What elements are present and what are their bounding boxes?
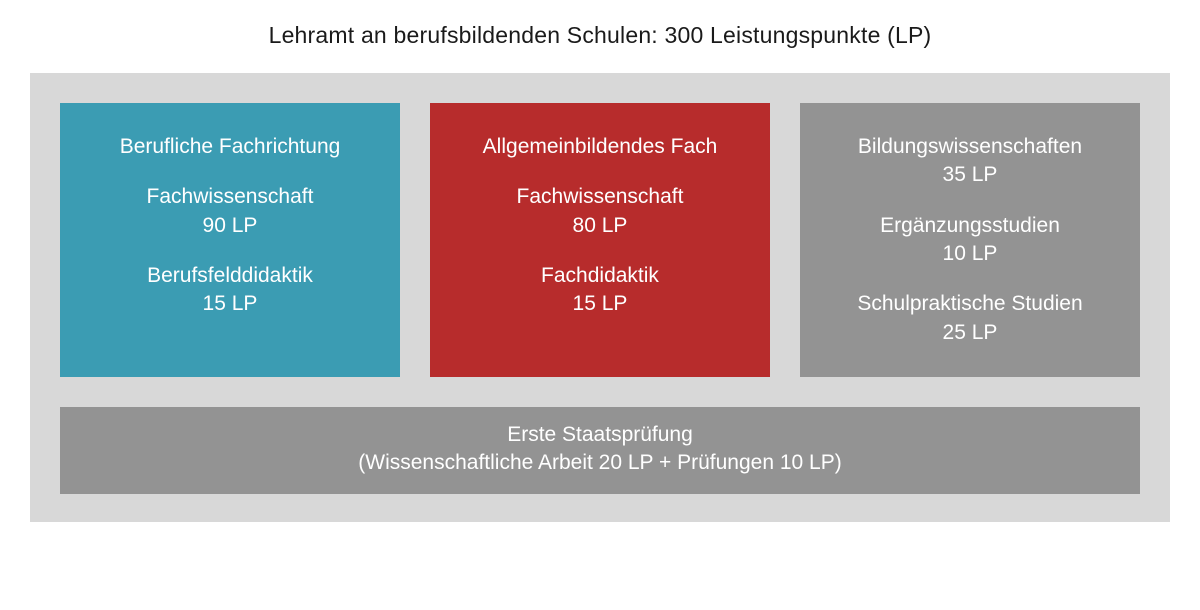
item-lp: 35 LP xyxy=(816,161,1124,189)
item-label: Fachwissenschaft xyxy=(446,183,754,211)
exam-bar: Erste Staatsprüfung (Wissenschaftliche A… xyxy=(60,407,1140,494)
box-item: Berufsfelddidaktik 15 LP xyxy=(76,262,384,319)
box-heading: Berufliche Fachrichtung xyxy=(76,133,384,161)
page-title: Lehramt an berufsbildenden Schulen: 300 … xyxy=(0,0,1200,73)
item-lp: 90 LP xyxy=(76,212,384,240)
box-item: Bildungswissenschaften 35 LP xyxy=(816,133,1124,190)
item-lp: 15 LP xyxy=(446,290,754,318)
item-lp: 80 LP xyxy=(446,212,754,240)
box-allgemeinbildendes-fach: Allgemeinbildendes Fach Fachwissenschaft… xyxy=(430,103,770,377)
item-label: Bildungswissenschaften xyxy=(816,133,1124,161)
item-label: Schulpraktische Studien xyxy=(816,290,1124,318)
box-item: Fachdidaktik 15 LP xyxy=(446,262,754,319)
item-lp: 15 LP xyxy=(76,290,384,318)
box-item: Fachwissenschaft 90 LP xyxy=(76,183,384,240)
item-label: Fachdidaktik xyxy=(446,262,754,290)
box-item: Fachwissenschaft 80 LP xyxy=(446,183,754,240)
boxes-row: Berufliche Fachrichtung Fachwissenschaft… xyxy=(60,103,1140,377)
diagram-container: Berufliche Fachrichtung Fachwissenschaft… xyxy=(30,73,1170,522)
box-item: Schulpraktische Studien 25 LP xyxy=(816,290,1124,347)
box-item: Ergänzungsstudien 10 LP xyxy=(816,212,1124,269)
item-label: Berufsfelddidaktik xyxy=(76,262,384,290)
item-label: Fachwissenschaft xyxy=(76,183,384,211)
item-label: Ergänzungsstudien xyxy=(816,212,1124,240)
box-berufliche-fachrichtung: Berufliche Fachrichtung Fachwissenschaft… xyxy=(60,103,400,377)
item-lp: 25 LP xyxy=(816,319,1124,347)
box-bildungswissenschaften: Bildungswissenschaften 35 LP Ergänzungss… xyxy=(800,103,1140,377)
exam-line2: (Wissenschaftliche Arbeit 20 LP + Prüfun… xyxy=(70,449,1130,477)
box-heading: Allgemeinbildendes Fach xyxy=(446,133,754,161)
item-lp: 10 LP xyxy=(816,240,1124,268)
exam-line1: Erste Staatsprüfung xyxy=(70,421,1130,449)
